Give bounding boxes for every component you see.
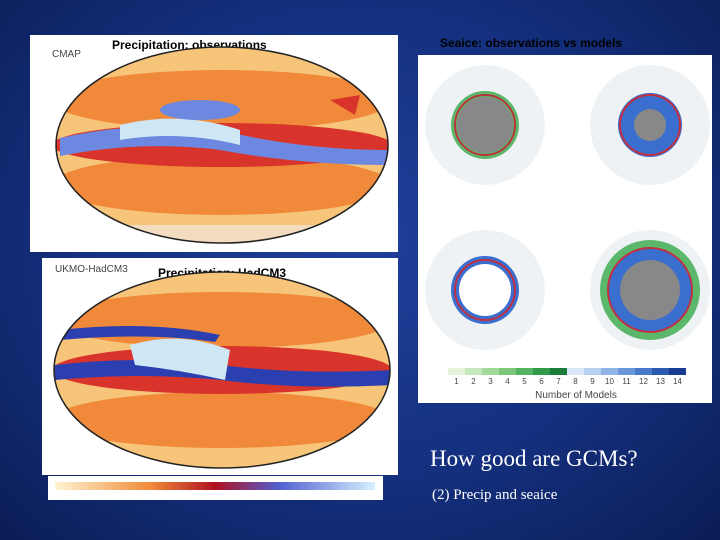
source-label: UKMO-HadCM3	[55, 264, 128, 275]
colorbar-tick: 1	[454, 377, 459, 386]
colorbar-cell	[601, 368, 618, 375]
colorbar-tick: 4	[505, 377, 510, 386]
colorbar-tick: 3	[488, 377, 493, 386]
colorbar: 1 2 3 4 5 6 7 8 9 10 11 12 13 14	[448, 368, 686, 386]
colorbar-tick: 12	[639, 377, 648, 386]
colorbar-cell	[482, 368, 499, 375]
slide-title: How good are GCMs?	[430, 446, 638, 471]
colorbar-label: Number of Models	[535, 390, 617, 401]
colorbar-cell	[448, 368, 465, 375]
colorbar-cell	[516, 368, 533, 375]
colorbar-tick: 9	[590, 377, 595, 386]
colorbar-cell	[465, 368, 482, 375]
colorbar-tick: 10	[605, 377, 614, 386]
colorbar-cell	[669, 368, 686, 375]
colorbar-cell	[584, 368, 601, 375]
panel-label: Seaice: observations vs models	[440, 36, 622, 50]
colorbar-tick: 7	[556, 377, 561, 386]
colorbar-cell	[533, 368, 550, 375]
model-map-panel: UKMO-HadCM3 Precipitation: HadCM3	[42, 258, 398, 500]
colorbar-tick: 2	[471, 377, 476, 386]
source-label: CMAP	[52, 49, 81, 60]
colorbar-tick: 11	[622, 377, 631, 386]
colorbar-tick: 6	[539, 377, 544, 386]
colorbar-tick: 8	[573, 377, 578, 386]
colorbar-cell	[635, 368, 652, 375]
colorbar-tick: 5	[522, 377, 527, 386]
colorbar-cell	[567, 368, 584, 375]
colorbar-cell	[550, 368, 567, 375]
slide-subtitle: (2) Precip and seaice	[432, 487, 558, 503]
colorbar-tick: 13	[656, 377, 665, 386]
colorbar-cell	[652, 368, 669, 375]
colorbar-cell	[618, 368, 635, 375]
colorbar-tick: 14	[673, 377, 682, 386]
obs-map-panel: CMAP Precipitation: observations	[30, 35, 398, 252]
colorbar-cell	[499, 368, 516, 375]
